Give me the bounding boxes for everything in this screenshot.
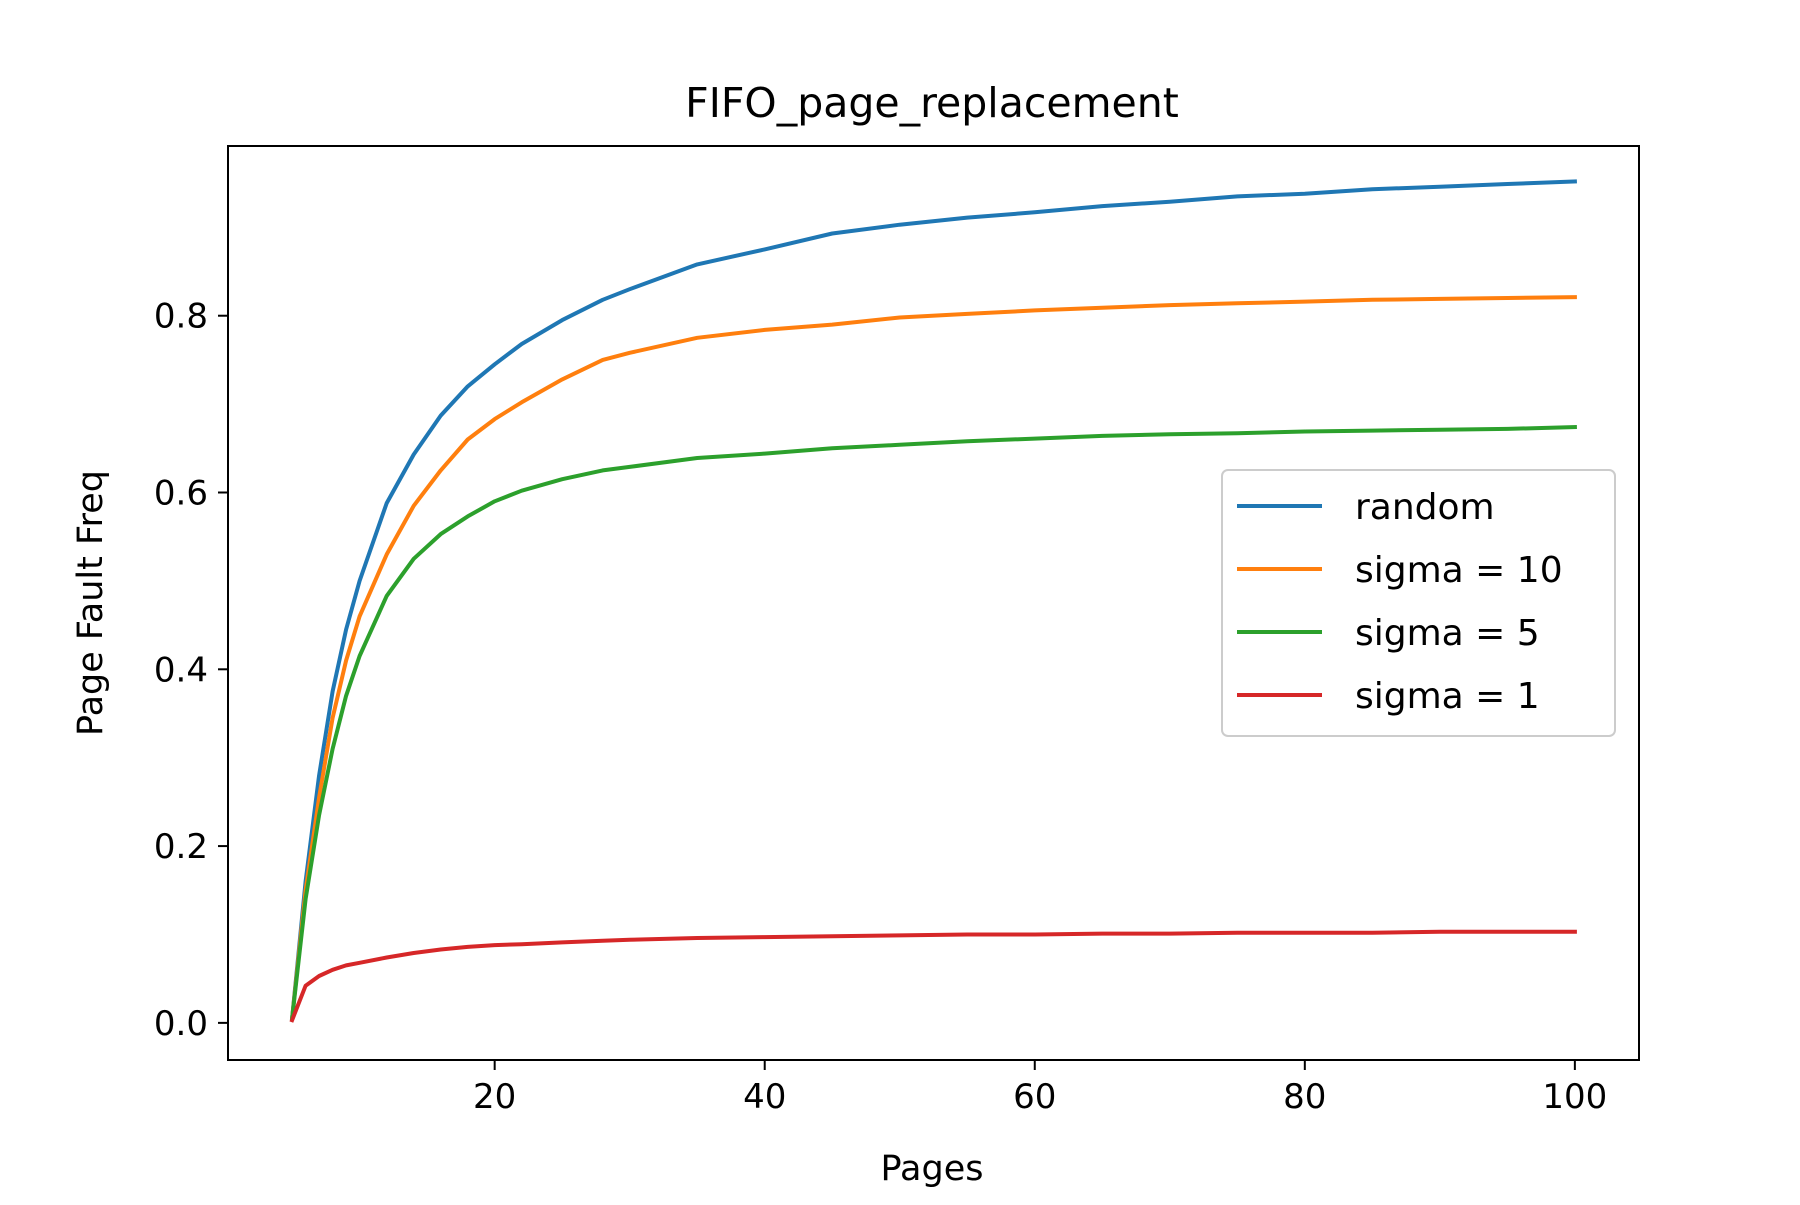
x-tick-label: 80	[1283, 1077, 1326, 1117]
series-line-1	[289, 295, 1577, 1021]
y-tick-label: 0.2	[154, 827, 208, 867]
x-axis: 20 40 60 80 100	[473, 1060, 1607, 1117]
y-tick-label: 0.0	[154, 1004, 208, 1044]
y-tick-label: 0.4	[154, 650, 208, 690]
legend: random sigma = 10 sigma = 5 sigma = 1	[1221, 469, 1616, 737]
legend-label: sigma = 10	[1355, 550, 1563, 591]
series-line-2	[289, 425, 1577, 1021]
y-tick-label: 0.8	[154, 297, 208, 337]
x-tick-label: 20	[473, 1077, 516, 1117]
y-tick-label: 0.6	[154, 474, 208, 514]
legend-label: sigma = 5	[1355, 613, 1540, 654]
series-group	[289, 179, 1577, 1023]
plot-frame	[227, 145, 1640, 1061]
x-axis-label: Pages	[881, 1149, 984, 1189]
legend-label: sigma = 1	[1355, 676, 1540, 717]
y-axis: 0.0 0.2 0.4 0.6 0.8	[154, 297, 228, 1044]
series-line-0	[289, 179, 1577, 1021]
chart-title: FIFO_page_replacement	[685, 79, 1179, 127]
x-tick-label: 100	[1542, 1077, 1607, 1117]
y-axis-label: Page Fault Freq	[71, 470, 111, 736]
x-tick-label: 60	[1013, 1077, 1056, 1117]
legend-label: random	[1355, 487, 1495, 528]
x-tick-label: 40	[743, 1077, 786, 1117]
series-line-3	[289, 929, 1577, 1023]
legend-box	[1221, 469, 1616, 737]
